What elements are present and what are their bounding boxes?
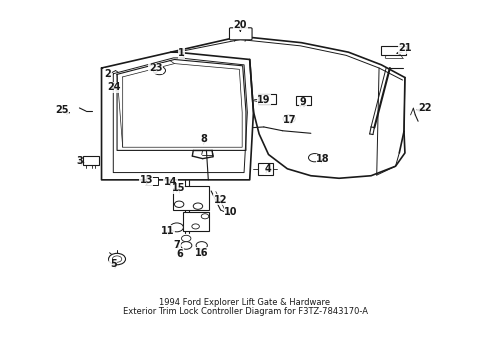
- Text: 8: 8: [200, 134, 207, 144]
- Circle shape: [180, 242, 192, 249]
- Text: 15: 15: [172, 183, 185, 193]
- Text: 4: 4: [264, 165, 271, 174]
- Text: 23: 23: [149, 63, 162, 73]
- Text: 16: 16: [195, 248, 208, 258]
- Bar: [296, 96, 311, 105]
- Text: 7: 7: [173, 240, 180, 251]
- FancyBboxPatch shape: [229, 28, 252, 40]
- Text: Exterior Trim Lock Controller Diagram for F3TZ-7843170-A: Exterior Trim Lock Controller Diagram fo…: [122, 307, 368, 316]
- Bar: [183, 212, 209, 230]
- Circle shape: [309, 154, 321, 162]
- Circle shape: [193, 203, 203, 209]
- Text: 14: 14: [164, 177, 177, 187]
- Circle shape: [196, 242, 207, 249]
- Bar: [381, 46, 406, 55]
- Circle shape: [192, 224, 199, 229]
- Circle shape: [283, 114, 295, 123]
- Text: 1994 Ford Explorer Lift Gate & Hardware: 1994 Ford Explorer Lift Gate & Hardware: [159, 298, 331, 307]
- Text: 19: 19: [257, 95, 270, 105]
- Circle shape: [170, 223, 183, 232]
- Circle shape: [153, 67, 166, 75]
- Circle shape: [112, 256, 122, 262]
- Text: 9: 9: [300, 97, 307, 107]
- Text: 22: 22: [418, 103, 431, 113]
- Text: 21: 21: [398, 44, 412, 53]
- Text: 2: 2: [104, 69, 111, 79]
- Text: 12: 12: [214, 195, 227, 205]
- Circle shape: [181, 235, 191, 242]
- Circle shape: [201, 214, 209, 219]
- Bar: [146, 177, 158, 185]
- Text: 25: 25: [55, 105, 68, 115]
- Text: 10: 10: [224, 207, 238, 216]
- Text: 5: 5: [110, 260, 117, 269]
- Bar: [258, 94, 276, 104]
- Text: 24: 24: [107, 82, 121, 92]
- Text: 20: 20: [234, 20, 247, 30]
- Circle shape: [109, 253, 125, 265]
- Text: 17: 17: [283, 115, 296, 125]
- Text: 13: 13: [140, 175, 153, 185]
- Circle shape: [173, 185, 178, 189]
- Text: 18: 18: [316, 154, 330, 164]
- Circle shape: [170, 180, 174, 184]
- Text: 1: 1: [178, 48, 185, 58]
- Text: 11: 11: [161, 226, 174, 235]
- Text: 3: 3: [76, 156, 83, 166]
- Bar: [173, 186, 209, 210]
- Bar: [258, 163, 273, 175]
- Bar: [83, 156, 99, 165]
- Text: 6: 6: [177, 249, 183, 259]
- Circle shape: [174, 201, 184, 207]
